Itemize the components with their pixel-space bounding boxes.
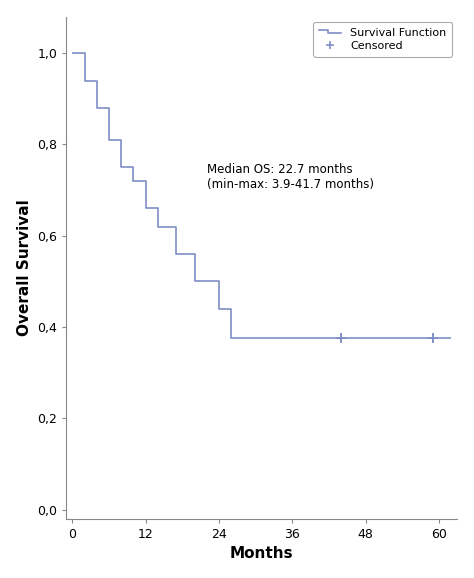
- Text: Median OS: 22.7 months
(min-max: 3.9-41.7 months): Median OS: 22.7 months (min-max: 3.9-41.…: [207, 163, 374, 191]
- X-axis label: Months: Months: [230, 546, 293, 561]
- Y-axis label: Overall Survival: Overall Survival: [17, 199, 32, 336]
- Legend: Survival Function, Censored: Survival Function, Censored: [313, 22, 452, 57]
